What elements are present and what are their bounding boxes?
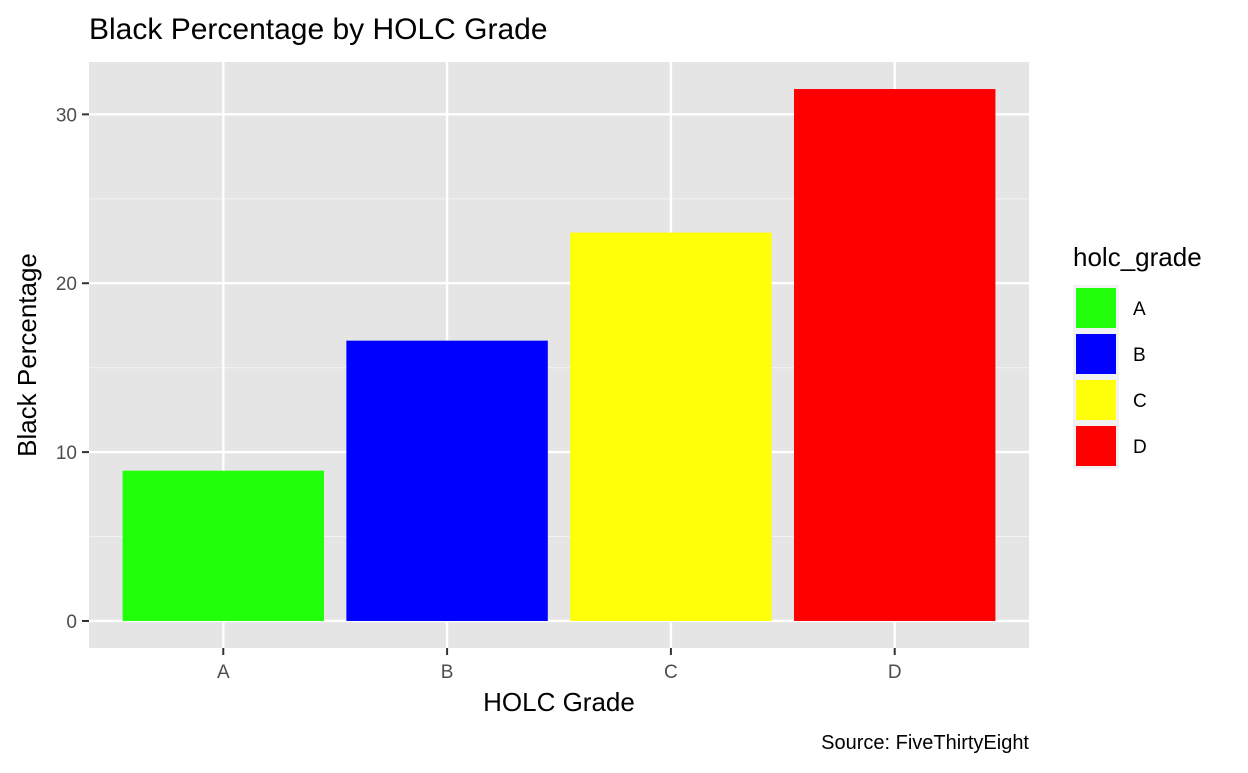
- y-tick-label: 10: [56, 443, 77, 464]
- y-tick-label: 0: [66, 612, 77, 633]
- chart-title: Black Percentage by HOLC Grade: [89, 13, 548, 46]
- x-axis-title: HOLC Grade: [483, 687, 635, 717]
- bar-a: [122, 470, 324, 621]
- x-tick-label: D: [888, 662, 902, 683]
- legend-swatch-d: [1076, 426, 1116, 466]
- y-tick-label: 20: [56, 274, 77, 295]
- x-tick-label: B: [441, 662, 454, 683]
- legend-label: D: [1133, 437, 1147, 458]
- caption: Source: FiveThirtyEight: [821, 732, 1029, 754]
- x-tick-label: A: [217, 662, 230, 683]
- legend-label: A: [1133, 299, 1146, 320]
- legend: A B C D: [1073, 285, 1147, 469]
- legend-swatch-c: [1076, 380, 1116, 420]
- y-axis-title: Black Percentage: [12, 253, 42, 457]
- legend-label: C: [1133, 391, 1147, 412]
- bars: [122, 89, 996, 621]
- x-axis: A B C D: [217, 648, 902, 683]
- legend-label: B: [1133, 345, 1146, 366]
- y-tick-label: 30: [56, 105, 77, 126]
- bar-d: [794, 89, 996, 621]
- y-axis: 0 10 20 30: [56, 105, 89, 633]
- legend-title: holc_grade: [1073, 242, 1202, 272]
- x-tick-label: C: [664, 662, 678, 683]
- bar-b: [346, 340, 548, 621]
- legend-swatch-a: [1076, 288, 1116, 328]
- bar-c: [570, 232, 772, 621]
- legend-swatch-b: [1076, 334, 1116, 374]
